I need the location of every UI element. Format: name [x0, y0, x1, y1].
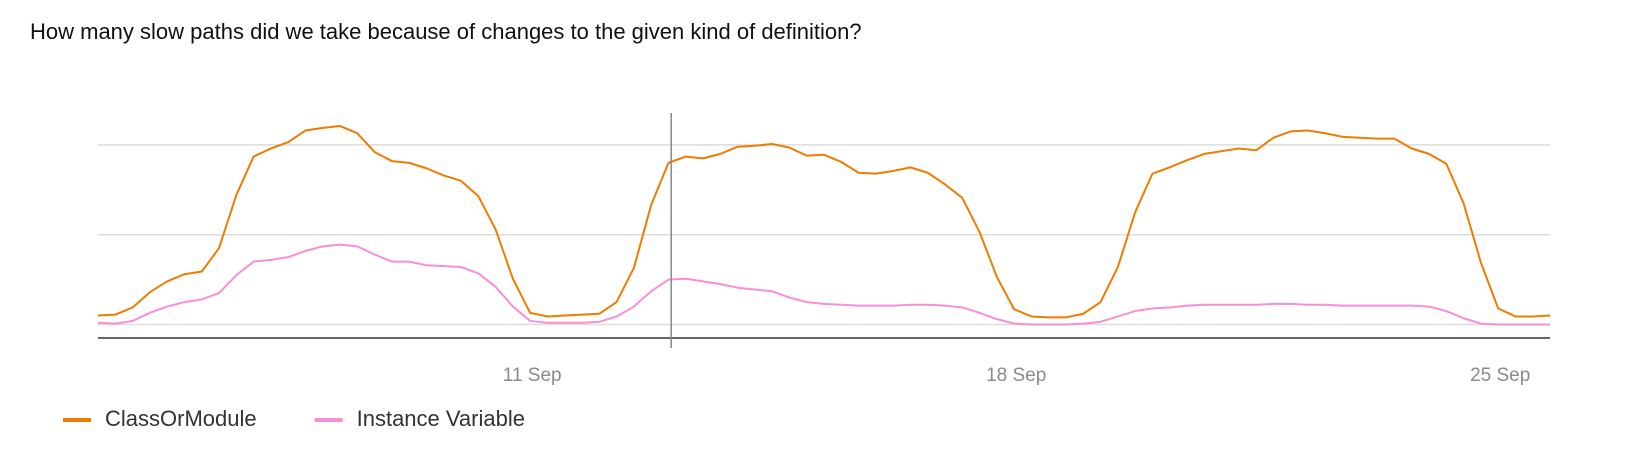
x-tick-label: 18 Sep	[986, 365, 1046, 386]
series-line	[97, 243, 1550, 326]
series-line	[97, 125, 1551, 319]
legend-label: Instance Variable	[357, 406, 525, 431]
x-tick-label: 11 Sep	[503, 365, 562, 386]
chart-title: How many slow paths did we take because …	[30, 19, 862, 44]
legend-label: ClassOrModule	[105, 406, 257, 431]
x-tick-label: 25 Sep	[1470, 365, 1530, 386]
